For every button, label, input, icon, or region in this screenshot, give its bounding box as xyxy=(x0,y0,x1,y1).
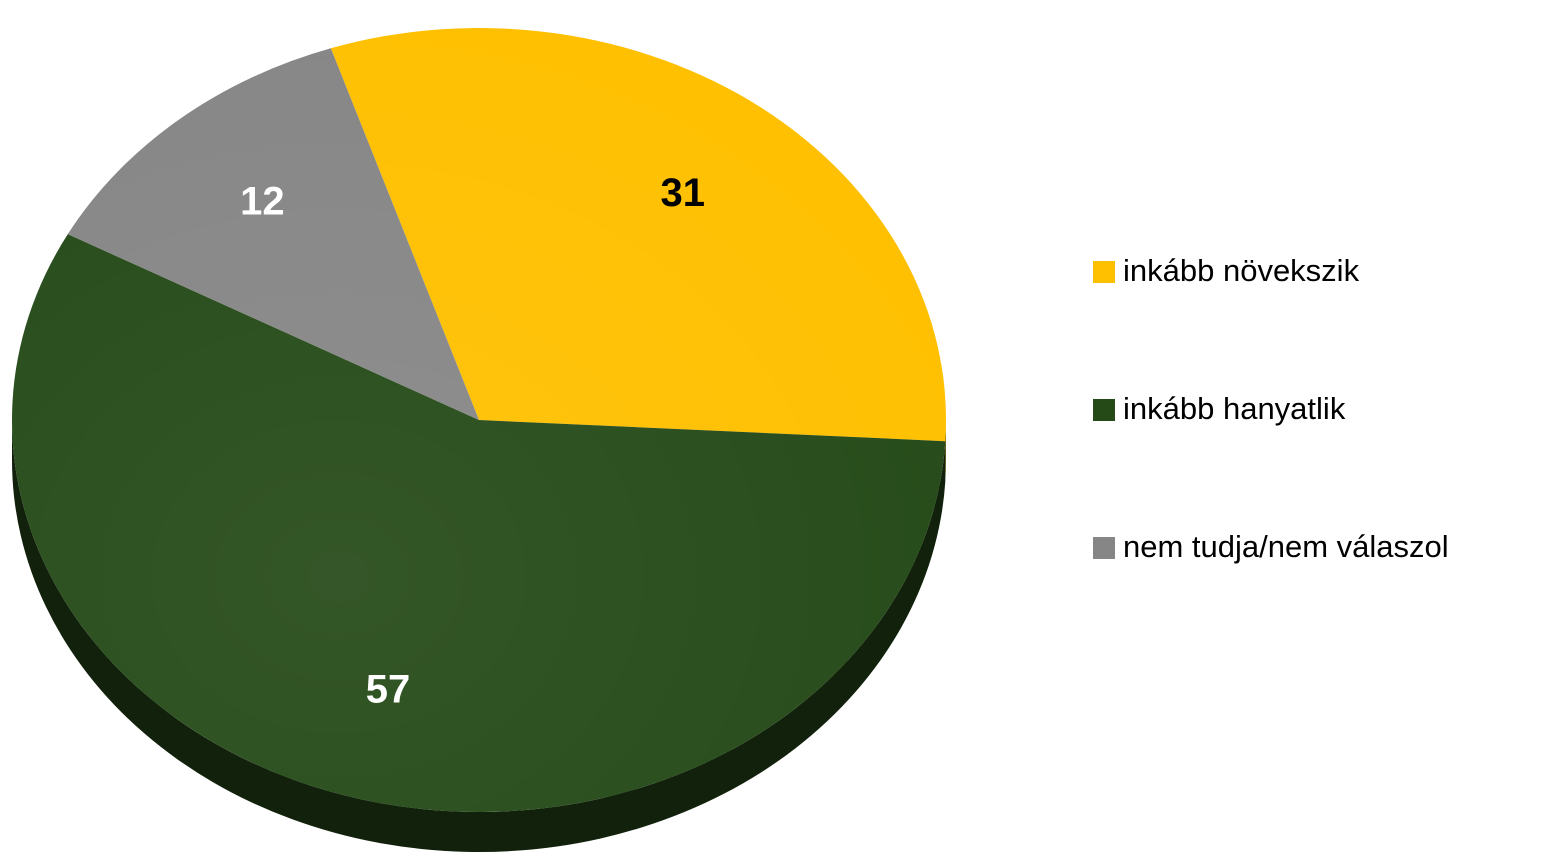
legend-swatch xyxy=(1093,399,1115,421)
value-label: 12 xyxy=(240,180,285,224)
legend-label: inkább hanyatlik xyxy=(1123,391,1346,426)
legend-label: inkább növekszik xyxy=(1123,253,1360,288)
legend-label: nem tudja/nem válaszol xyxy=(1123,529,1449,564)
value-label: 31 xyxy=(661,171,706,215)
legend-swatch xyxy=(1093,261,1115,283)
legend-swatch xyxy=(1093,537,1115,559)
value-label: 57 xyxy=(366,667,411,711)
